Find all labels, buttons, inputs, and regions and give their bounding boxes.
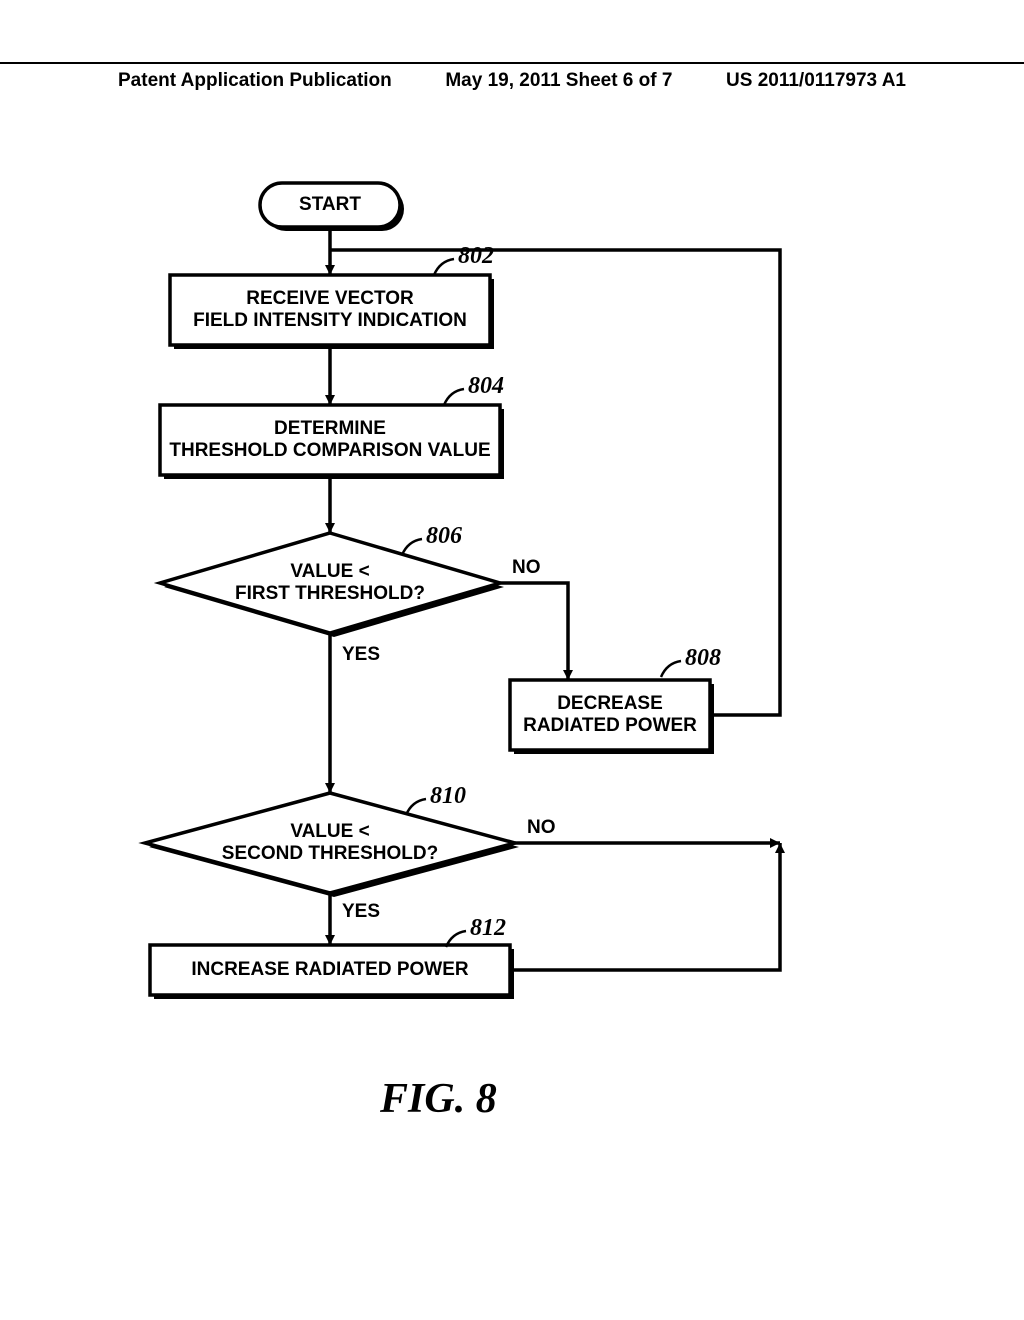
svg-text:808: 808 — [685, 645, 721, 671]
svg-text:VALUE <: VALUE < — [290, 821, 369, 842]
svg-text:VALUE <: VALUE < — [290, 561, 369, 582]
svg-text:INCREASE RADIATED POWER: INCREASE RADIATED POWER — [191, 959, 469, 980]
svg-text:812: 812 — [470, 915, 506, 941]
svg-text:YES: YES — [342, 901, 380, 922]
svg-text:RECEIVE VECTOR: RECEIVE VECTOR — [246, 288, 414, 309]
node-n812: INCREASE RADIATED POWER812 — [150, 915, 514, 999]
figure-caption: FIG. 8 — [380, 1075, 497, 1123]
svg-text:YES: YES — [342, 644, 380, 665]
svg-text:806: 806 — [426, 523, 462, 549]
node-n804: DETERMINETHRESHOLD COMPARISON VALUE 804 — [160, 373, 504, 479]
flowchart: YES NO YES NO START RECEIVE VECTORFIELD INTEN… — [130, 175, 910, 1025]
svg-text:NO: NO — [512, 557, 541, 578]
header-right: US 2011/0117973 A1 — [726, 70, 906, 92]
svg-text:NO: NO — [527, 817, 556, 838]
header-center: May 19, 2011 Sheet 6 of 7 — [445, 70, 672, 92]
svg-text:SECOND THRESHOLD?: SECOND THRESHOLD? — [222, 843, 438, 864]
node-n806: VALUE <FIRST THRESHOLD? 806 — [160, 523, 504, 637]
svg-text:DECREASE: DECREASE — [557, 693, 663, 714]
node-n810: VALUE <SECOND THRESHOLD? 810 — [145, 783, 519, 897]
page-header: Patent Application Publication May 19, 2… — [0, 62, 1024, 92]
svg-text:804: 804 — [468, 373, 504, 399]
svg-text:RADIATED POWER: RADIATED POWER — [523, 715, 697, 736]
node-start: START — [260, 183, 404, 231]
header-left: Patent Application Publication — [118, 70, 392, 92]
svg-text:802: 802 — [458, 243, 494, 269]
svg-text:DETERMINE: DETERMINE — [274, 418, 386, 439]
svg-text:FIRST THRESHOLD?: FIRST THRESHOLD? — [235, 583, 425, 604]
svg-text:FIELD INTENSITY INDICATION: FIELD INTENSITY INDICATION — [193, 310, 467, 331]
node-n802: RECEIVE VECTORFIELD INTENSITY INDICATION… — [170, 243, 494, 349]
node-n808: DECREASERADIATED POWER 808 — [510, 645, 721, 754]
svg-text:810: 810 — [430, 783, 466, 809]
svg-text:THRESHOLD COMPARISON VALUE: THRESHOLD COMPARISON VALUE — [169, 440, 490, 461]
svg-text:START: START — [299, 194, 361, 215]
